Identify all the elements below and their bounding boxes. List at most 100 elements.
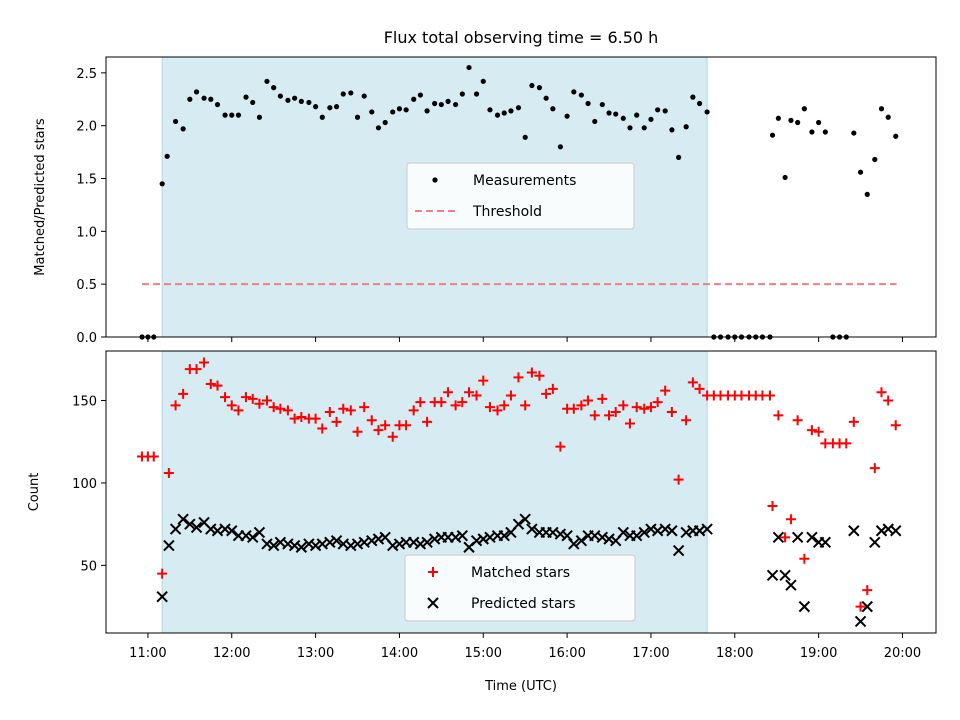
- predicted-star-point: [324, 536, 336, 549]
- predicted-star-point: [819, 536, 832, 549]
- measurement-point: [235, 112, 242, 118]
- matched-star-point: [583, 395, 594, 406]
- measurement-point: [473, 91, 480, 97]
- matched-star-point: [541, 388, 552, 399]
- predicted-star-point: [617, 526, 629, 539]
- measurement-point: [627, 125, 633, 131]
- measurement-point: [306, 99, 312, 106]
- matched-star-point: [681, 415, 692, 426]
- measurement-point: [180, 126, 186, 132]
- predicted-star-point: [875, 525, 888, 537]
- measurement-point: [193, 89, 200, 95]
- measurement-point: [327, 105, 333, 111]
- matched-star-point: [163, 468, 174, 479]
- measurement-point: [340, 91, 346, 97]
- matched-star-point: [387, 431, 398, 442]
- measurement-point: [878, 106, 885, 112]
- matched-star-point: [380, 420, 391, 431]
- measurement-point: [459, 91, 465, 97]
- measurement-point: [312, 104, 319, 110]
- bottom-axes-frame: [105, 350, 937, 634]
- measurement-point: [243, 94, 249, 100]
- matched-star-point: [883, 395, 894, 406]
- measurement-point: [620, 115, 626, 121]
- predicted-star-point: [169, 523, 182, 535]
- y-tick-label: 0.0: [76, 331, 97, 346]
- matched-star-point: [464, 387, 475, 398]
- measurement-point: [809, 129, 815, 135]
- measurement-point: [250, 99, 256, 106]
- matched-star-point: [401, 420, 412, 431]
- predicted-star-point: [798, 600, 811, 613]
- predicted-star-point: [351, 538, 364, 550]
- top-y-axis: 0.0 0.5 1.0 1.5 2.0 2.5: [76, 67, 106, 346]
- measurement-point: [382, 119, 388, 126]
- chart-title: Flux total observing time = 6.50 h: [384, 28, 659, 47]
- matched-star-point: [624, 418, 635, 429]
- matched-star-point: [848, 416, 859, 427]
- measurement-point: [508, 108, 514, 114]
- measurement-point: [396, 106, 403, 112]
- top-legend: Measurements Threshold: [406, 162, 635, 230]
- measurements-series: [139, 64, 899, 340]
- predicted-star-point: [330, 534, 343, 547]
- matched-star-point: [890, 420, 901, 431]
- matched-star-point: [289, 413, 300, 424]
- x-tick-label: 12:00: [213, 646, 250, 661]
- predicted-star-point: [407, 536, 420, 549]
- measurement-point: [222, 112, 228, 118]
- matched-star-point: [841, 438, 852, 449]
- measurement-point: [578, 92, 584, 98]
- measurement-point: [390, 109, 396, 115]
- measurement-point: [369, 109, 375, 115]
- predicted-star-point: [387, 539, 399, 552]
- y-tick-label: 50: [80, 559, 97, 574]
- predicted-star-point: [177, 513, 189, 525]
- predicted-star-point: [163, 539, 175, 552]
- measurement-point: [277, 93, 283, 99]
- measurement-point: [229, 112, 235, 118]
- predicted-star-point: [205, 523, 217, 535]
- predicted-star-point: [890, 525, 902, 537]
- predicted-star-point: [512, 518, 525, 530]
- predicted-star-point: [414, 538, 427, 550]
- predicted-star-point: [766, 569, 779, 581]
- bottom-x-axis: 11:00 12:00 13:00 14:00 15:00 16:00 17:00 18:00…: [129, 633, 921, 661]
- matched-star-point: [687, 377, 698, 388]
- matched-star-point: [408, 405, 419, 416]
- predicted-star-point: [779, 569, 791, 581]
- predicted-star-point: [701, 523, 713, 535]
- matched-star-point: [568, 403, 579, 414]
- legend-box: [404, 554, 636, 622]
- measurement-point: [864, 191, 870, 197]
- matched-star-point: [597, 393, 608, 404]
- measurement-point: [690, 94, 696, 100]
- x-tick-label: 16:00: [548, 646, 585, 661]
- measurement-point: [264, 78, 270, 84]
- predicted-star-point: [596, 531, 609, 544]
- measurement-point: [411, 96, 417, 102]
- predicted-star-point: [672, 544, 685, 557]
- x-tick-label: 14:00: [381, 646, 418, 661]
- measurement-point: [683, 124, 689, 130]
- measurement-point: [816, 119, 822, 126]
- measurement-point: [543, 95, 549, 101]
- predicted-star-point: [791, 531, 804, 544]
- predicted-star-point: [219, 523, 231, 535]
- matched-star-point: [666, 407, 677, 418]
- measurement-point: [872, 156, 878, 163]
- y-tick-label: 1.5: [76, 173, 97, 188]
- measurement-point: [172, 118, 179, 125]
- measurement-point: [361, 93, 367, 99]
- x-tick-label: 11:00: [129, 646, 166, 661]
- matched-star-point: [205, 378, 216, 389]
- matched-star-point: [652, 397, 663, 408]
- predicted-star-point: [659, 523, 671, 535]
- matched-star-point: [366, 415, 377, 426]
- predicted-star-point: [428, 533, 441, 545]
- y-tick-label: 100: [72, 477, 97, 492]
- predicted-star-point: [295, 541, 308, 553]
- measurement-point: [648, 116, 654, 122]
- matched-star-point: [148, 451, 159, 462]
